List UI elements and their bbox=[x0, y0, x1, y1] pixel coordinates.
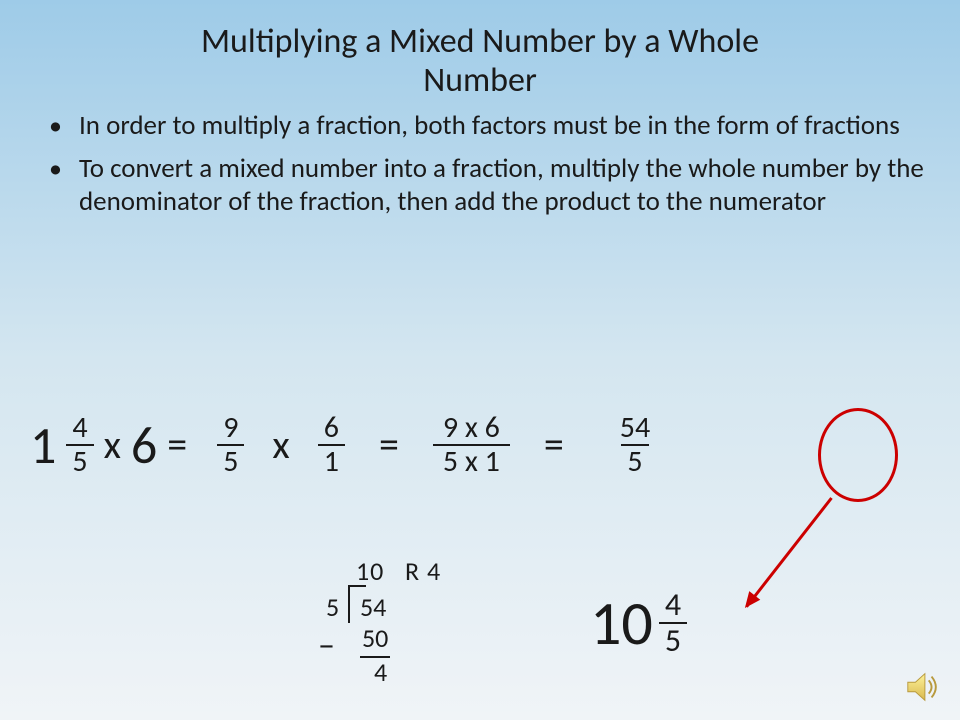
fraction-denominator: 1 bbox=[318, 444, 345, 478]
mixed-numerator: 4 bbox=[66, 412, 93, 444]
remainder-label: R 4 bbox=[405, 555, 441, 587]
answer-whole: 10 bbox=[590, 585, 653, 661]
divisor: 5 bbox=[326, 591, 339, 623]
result-denominator: 5 bbox=[621, 444, 648, 478]
remainder-value: 4 bbox=[374, 656, 387, 688]
fraction-numerator: 6 bbox=[318, 412, 345, 444]
improper-fraction-1: 9 5 bbox=[217, 412, 244, 477]
answer-denominator: 5 bbox=[659, 622, 687, 658]
bullet-text: To convert a mixed number into a fractio… bbox=[79, 153, 940, 219]
product-numerator: 9 x 6 bbox=[433, 412, 510, 444]
quotient: 10 bbox=[356, 555, 384, 587]
quotient-row: 10 R 4 bbox=[356, 558, 441, 587]
result-fraction: 54 5 bbox=[614, 412, 656, 477]
equals-symbol: = bbox=[379, 420, 399, 469]
speaker-icon[interactable] bbox=[904, 668, 942, 706]
subtrahend: 50 bbox=[360, 622, 390, 658]
bullet-text: In order to multiply a fraction, both fa… bbox=[79, 110, 940, 143]
fraction-numerator: 9 bbox=[217, 412, 244, 444]
minus-symbol: – bbox=[318, 625, 335, 666]
fraction-denominator: 5 bbox=[217, 444, 244, 478]
times-symbol: x bbox=[272, 420, 289, 469]
mixed-whole: 1 bbox=[30, 413, 56, 477]
whole-factor: 6 bbox=[131, 413, 157, 477]
highlight-circle bbox=[818, 408, 898, 502]
equals-symbol: = bbox=[544, 420, 564, 469]
dividend: 54 bbox=[360, 591, 386, 623]
product-denominator: 5 x 1 bbox=[433, 444, 510, 478]
bullet-dot-icon: • bbox=[45, 153, 79, 219]
bullet-dot-icon: • bbox=[45, 110, 79, 143]
result-numerator: 54 bbox=[614, 412, 656, 444]
equals-symbol: = bbox=[167, 420, 187, 469]
product-expression: 9 x 6 5 x 1 bbox=[433, 412, 510, 477]
answer-numerator: 4 bbox=[659, 588, 687, 622]
bullet-item: • To convert a mixed number into a fract… bbox=[45, 153, 940, 219]
slide-title: Multiplying a Mixed Number by a Whole Nu… bbox=[0, 0, 960, 100]
final-answer: 10 4 5 bbox=[590, 585, 687, 661]
title-line-2: Number bbox=[423, 60, 537, 101]
times-symbol: x bbox=[104, 420, 121, 469]
bullet-list: • In order to multiply a fraction, both … bbox=[45, 110, 940, 219]
bullet-item: • In order to multiply a fraction, both … bbox=[45, 110, 940, 143]
title-line-1: Multiplying a Mixed Number by a Whole bbox=[201, 21, 759, 62]
mixed-denominator: 5 bbox=[66, 444, 93, 478]
long-division: 10 R 4 bbox=[310, 558, 441, 587]
equation-row: 1 4 5 x 6 = 9 5 x 6 1 = 9 x 6 5 x 1 = 54… bbox=[30, 412, 656, 477]
mixed-fraction: 4 5 bbox=[66, 412, 93, 477]
answer-fraction: 4 5 bbox=[659, 588, 687, 657]
improper-fraction-2: 6 1 bbox=[318, 412, 345, 477]
arrow-icon bbox=[745, 497, 832, 608]
